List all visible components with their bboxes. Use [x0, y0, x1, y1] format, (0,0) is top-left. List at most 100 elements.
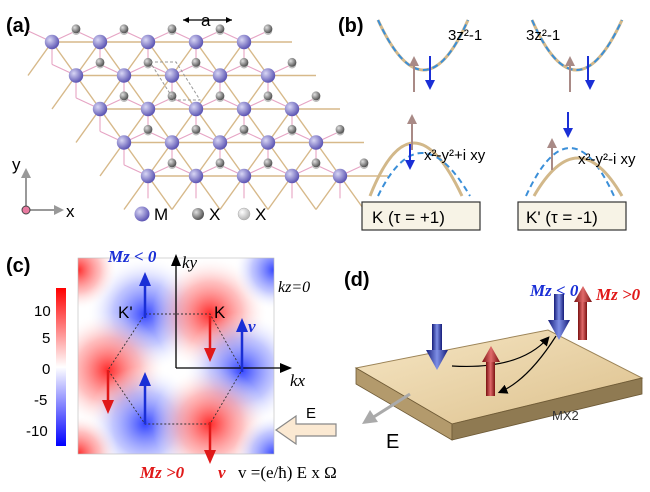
spin-arrow-blue-right [548, 294, 570, 340]
axis-y-label: y [12, 155, 21, 174]
metal-atom [332, 168, 348, 184]
unit-cell [149, 61, 201, 101]
metal-atom [284, 101, 300, 117]
colorbar-tick-0: 0 [42, 361, 50, 378]
panel-b: (b) 3z²-1 3z²-1 x²-y²+i xy x²-y²-i xy [338, 15, 636, 231]
chalcogen-dark-atom [359, 158, 369, 168]
chalcogen-dark-atom [335, 124, 345, 134]
k-prime-label: K' [118, 303, 133, 322]
valley-box-left [361, 201, 481, 231]
chalcogen-dark-atom [287, 124, 297, 134]
orbital-bottom-right: x²-y²-i xy [578, 151, 636, 168]
chalcogen-dark-atom [263, 91, 273, 101]
metal-atom [308, 135, 324, 150]
legend-chalcogen-light-label: X [255, 205, 266, 224]
velocity-arrow-bottom-down-head-icon [204, 450, 216, 464]
metal-atom [92, 34, 108, 50]
valley-label-left: K (τ = +1) [372, 208, 445, 227]
metal-atom [44, 34, 60, 50]
axes-xy: y x [12, 155, 75, 221]
chalcogen-dark-atom [191, 124, 201, 134]
chalcogen-dark-atom [119, 91, 129, 101]
metal-atom [116, 135, 132, 150]
spin-arrow-red-right [574, 286, 592, 340]
legend-chalcogen-light-icon [237, 207, 251, 221]
chalcogen-dark-atom [215, 91, 225, 101]
spin-arrow-blue-left [426, 324, 448, 370]
band-valence-left-upper [368, 141, 464, 197]
chalcogen-dark-atom [143, 124, 153, 134]
kz-label: kz=0 [278, 279, 310, 296]
chalcogen-dark-atom [215, 158, 225, 168]
spin-up-head-right-icon [565, 56, 575, 66]
valence-spin-down-left-head-icon [405, 160, 415, 170]
velocity-arrow-kprime-up-head-icon [139, 272, 151, 286]
band-valence-left-lower [377, 152, 471, 197]
mx2-slab-side [451, 377, 643, 441]
legend-metal-label: M [154, 205, 168, 224]
metal-atom [140, 168, 156, 184]
d-mz-negative-label: Mz < 0 [529, 281, 579, 300]
axis-x-arrow-icon [54, 205, 64, 215]
spin-up-head-icon [409, 56, 419, 66]
metal-atom [236, 101, 252, 117]
metal-atom [116, 68, 132, 83]
band-conduction-left-dash [377, 19, 469, 71]
metal-atom [212, 135, 228, 150]
atom-legend: M X X [134, 205, 266, 224]
metal-atom [188, 168, 204, 184]
chalcogen-dark-atom [167, 158, 177, 168]
metal-atom [284, 168, 300, 184]
lattice-atoms [44, 24, 369, 184]
colorbar-tick-10: 10 [34, 303, 51, 320]
velocity-label-red: v [218, 463, 226, 482]
valley-box-right [517, 201, 627, 231]
metal-atom [260, 135, 276, 150]
panel-b-label: (b) [338, 15, 364, 37]
chalcogen-dark-atom [215, 24, 225, 34]
chalcogen-dark-atom [191, 57, 201, 67]
d-efield-label: E [386, 431, 399, 453]
metal-atom [188, 34, 204, 50]
chalcogen-dark-atom [119, 24, 129, 34]
material-label: MX2 [552, 408, 579, 423]
metal-atom [68, 68, 84, 83]
colorbar-tick-5: 5 [42, 330, 50, 347]
axis-y-arrow-icon [21, 168, 31, 178]
d-mz-positive-label: Mz >0 [595, 285, 641, 304]
chalcogen-dark-atom [167, 91, 177, 101]
legend-chalcogen-dark-label: X [209, 205, 220, 224]
band-valence-right-upper [525, 147, 615, 197]
mz-negative-label: Mz < 0 [107, 247, 157, 266]
ky-label: ky [182, 253, 198, 272]
trajectory-upper [451, 336, 550, 368]
trajectory-lower [497, 335, 557, 394]
chalcogen-dark-atom [263, 24, 273, 34]
chalcogen-dark-atom [143, 57, 153, 67]
velocity-arrow-bottom-up-head-icon [139, 372, 151, 386]
lattice-constant-label: a [201, 11, 211, 30]
metal-atom [188, 101, 204, 117]
ky-arrow-icon [171, 254, 181, 266]
chalcogen-dark-atom [239, 57, 249, 67]
panel-a: (a) a y x M X X [6, 11, 388, 224]
metal-atom [164, 68, 180, 83]
chalcogen-dark-atom [95, 57, 105, 67]
axis-x-label: x [66, 202, 75, 221]
velocity-arrow-right-up-head-icon [236, 318, 248, 332]
efield-hollow-arrow-icon [274, 414, 337, 446]
metal-atom [140, 34, 156, 50]
mx2-slab-top [354, 329, 644, 425]
kx-arrow-icon [280, 363, 292, 373]
metal-atom [140, 101, 156, 117]
metal-atom [164, 135, 180, 150]
chalcogen-dark-atom [287, 57, 297, 67]
panel-d: (d) MX2 Mz < 0 Mz >0 E [344, 269, 644, 453]
lattice-bonds [27, 30, 388, 210]
metal-atom [260, 68, 276, 83]
spin-arrow-red-left [482, 346, 500, 396]
chalcogen-dark-atom [167, 24, 177, 34]
kx-label: kx [290, 371, 306, 390]
spin-down-head-right-icon [585, 80, 595, 90]
k-point-label: K [214, 303, 226, 322]
